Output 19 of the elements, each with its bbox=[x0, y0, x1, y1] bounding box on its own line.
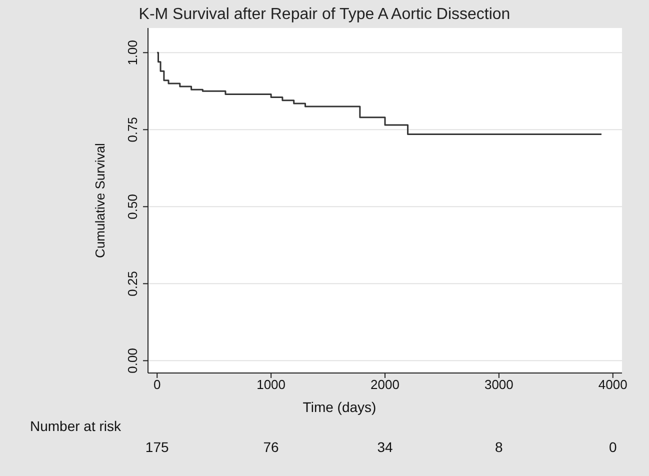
x-axis-title: Time (days) bbox=[302, 399, 378, 415]
x-tick-label: 4000 bbox=[598, 377, 628, 392]
y-tick-label: 0.75 bbox=[125, 116, 140, 142]
x-tick-label: 0 bbox=[154, 377, 161, 392]
text: 0 bbox=[608, 439, 618, 455]
y-tick-label: 0.25 bbox=[125, 271, 140, 296]
y-axis-title: Cumulative Survival bbox=[92, 142, 108, 258]
x-tick-label: 1000 bbox=[256, 377, 286, 392]
text: 34 bbox=[376, 439, 394, 455]
chart-title: K-M Survival after Repair of Type A Aortic Dissection bbox=[138, 6, 512, 24]
text: 8 bbox=[494, 439, 504, 455]
text: Number at risk bbox=[30, 418, 122, 434]
x-tick-label: 2000 bbox=[370, 377, 400, 392]
text: 76 bbox=[262, 439, 280, 455]
y-tick-label: 0.50 bbox=[125, 194, 140, 220]
y-tick-label: 1.00 bbox=[125, 40, 140, 66]
text: 175 bbox=[144, 439, 170, 455]
y-tick-label: 0.00 bbox=[125, 348, 140, 374]
x-tick-label: 3000 bbox=[484, 377, 514, 392]
